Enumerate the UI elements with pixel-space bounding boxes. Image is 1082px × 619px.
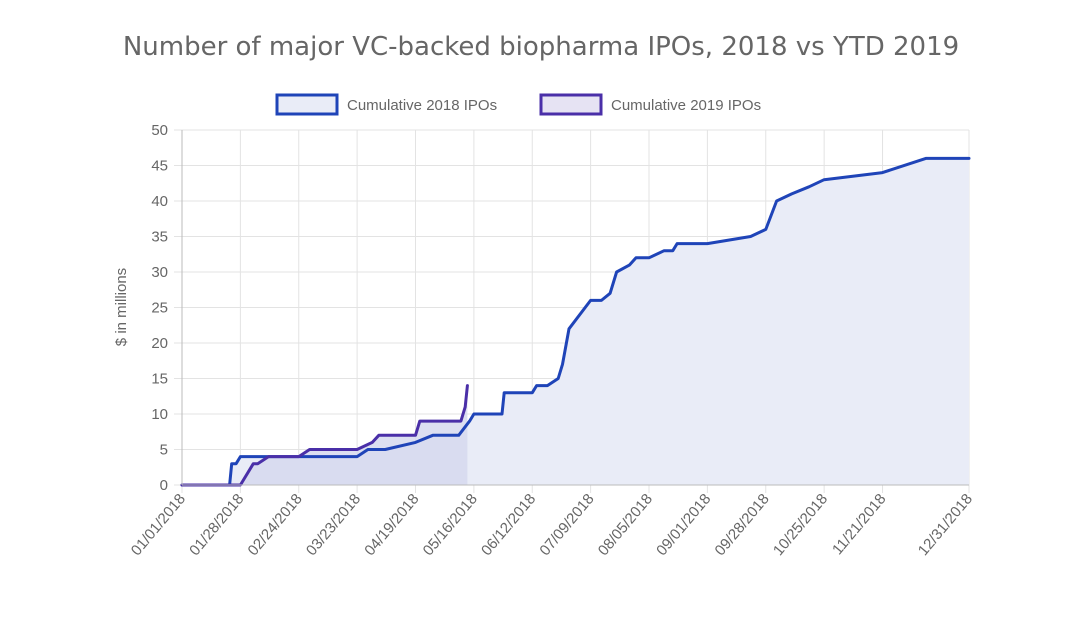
y-tick-label: 5: [160, 442, 168, 459]
x-tick-label: 04/19/2018: [361, 491, 422, 559]
legend-swatch-2018: [275, 93, 339, 116]
axes: [181, 130, 969, 486]
y-tick-label: 45: [151, 158, 168, 175]
legend-label-2018: Cumulative 2018 IPOs: [347, 97, 497, 114]
x-tick-label: 08/05/2018: [595, 491, 656, 559]
y-tick-label: 40: [151, 193, 168, 210]
legend-label-2019: Cumulative 2019 IPOs: [611, 97, 761, 114]
y-tick-label: 10: [151, 406, 168, 423]
y-tick-label: 50: [151, 122, 168, 139]
x-tick-label: 01/01/2018: [128, 491, 189, 559]
x-tick-label: 01/28/2018: [186, 491, 247, 559]
x-tick-label: 09/01/2018: [653, 491, 714, 559]
x-tick-label: 06/12/2018: [478, 491, 539, 559]
chart-title: Number of major VC-backed biopharma IPOs…: [123, 32, 959, 62]
x-tick-label: 05/16/2018: [420, 491, 481, 559]
y-tick-label: 20: [151, 335, 168, 352]
y-tick-label: 25: [151, 300, 168, 317]
series-line-0: [180, 156, 971, 487]
y-tick-label: 35: [151, 229, 168, 246]
series-lines: [180, 156, 971, 487]
legend: Cumulative 2018 IPOs Cumulative 2019 IPO…: [275, 93, 761, 116]
x-tick-label: 11/21/2018: [829, 491, 890, 559]
y-axis-label: $ in millions: [113, 268, 130, 346]
y-tick-labels: 0 5 10 15 20 25 30 35 40 45 50: [151, 122, 168, 494]
x-tick-label: 03/23/2018: [303, 491, 364, 559]
series-line-1: [180, 384, 469, 487]
x-tick-label: 09/28/2018: [712, 491, 773, 559]
y-tick-label: 15: [151, 371, 168, 388]
series-area-1: [182, 385, 468, 485]
legend-swatch-2019: [539, 93, 603, 116]
x-tick-labels: 01/01/201801/28/201802/24/201803/23/2018…: [128, 491, 976, 559]
y-tick-label: 0: [160, 477, 168, 494]
y-tick-label: 30: [151, 264, 168, 281]
x-tick-label: 02/24/2018: [245, 491, 306, 559]
x-tick-label: 10/25/2018: [770, 491, 831, 559]
x-tick-label: 12/31/2018: [915, 491, 976, 559]
x-tick-label: 07/09/2018: [536, 491, 597, 559]
